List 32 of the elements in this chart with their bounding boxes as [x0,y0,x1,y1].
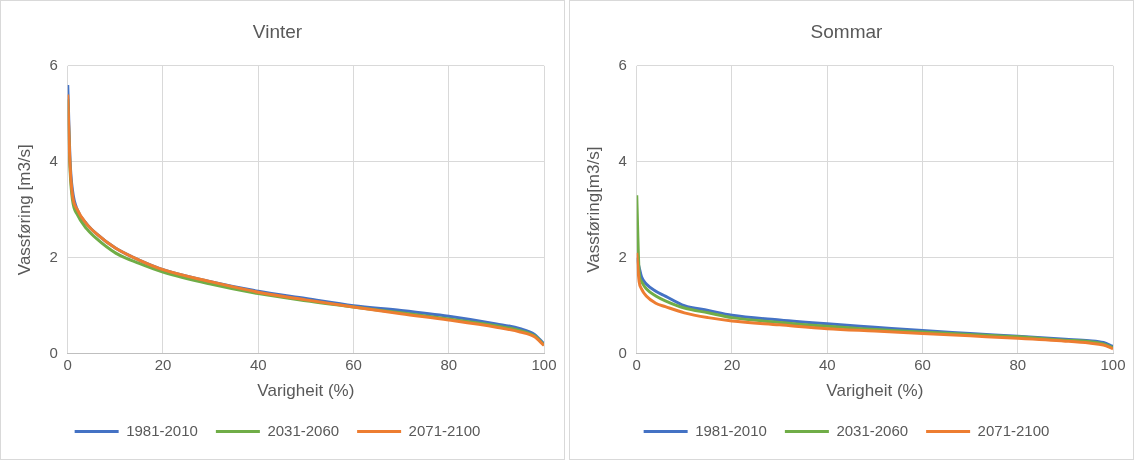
x-axis-title: Varigheit (%) [826,381,924,401]
x-tick-label: 0 [63,355,72,373]
legend-label: 1981-2010 [126,421,198,439]
y-tick-label: 6 [49,55,58,73]
x-tick-label: 60 [914,355,931,373]
y-tick-label: 4 [618,151,627,169]
legend-label: 2031-2060 [267,421,340,439]
x-tick-label: 100 [531,355,557,373]
x-tick-label: 0 [632,355,641,373]
y-tick-label: 2 [618,247,627,265]
x-tick-label: 40 [818,355,836,373]
x-tick-label: 20 [154,355,172,373]
x-axis-title: Varigheit (%) [257,381,355,401]
x-tick-label: 80 [1009,355,1027,373]
x-tick-label: 80 [440,355,458,373]
x-tick-label: 20 [723,355,741,373]
legend-label: 2071-2100 [408,421,481,439]
legend-label: 2031-2060 [836,421,909,439]
legend-label: 2071-2100 [977,421,1050,439]
chart-title: Vinter [252,20,303,42]
y-axis-title: Vassføring [m3/s] [14,144,34,276]
y-axis-title: Vassføring[m3/s] [583,146,603,273]
chart-title: Sommar [810,20,884,42]
y-tick-label: 0 [618,343,627,361]
y-tick-label: 4 [49,151,58,169]
x-tick-label: 60 [345,355,362,373]
x-tick-label: 100 [1100,355,1126,373]
y-tick-label: 0 [49,343,58,361]
y-tick-label: 2 [49,247,58,265]
x-tick-label: 40 [249,355,267,373]
legend-label: 1981-2010 [695,421,767,439]
y-tick-label: 6 [618,55,627,73]
